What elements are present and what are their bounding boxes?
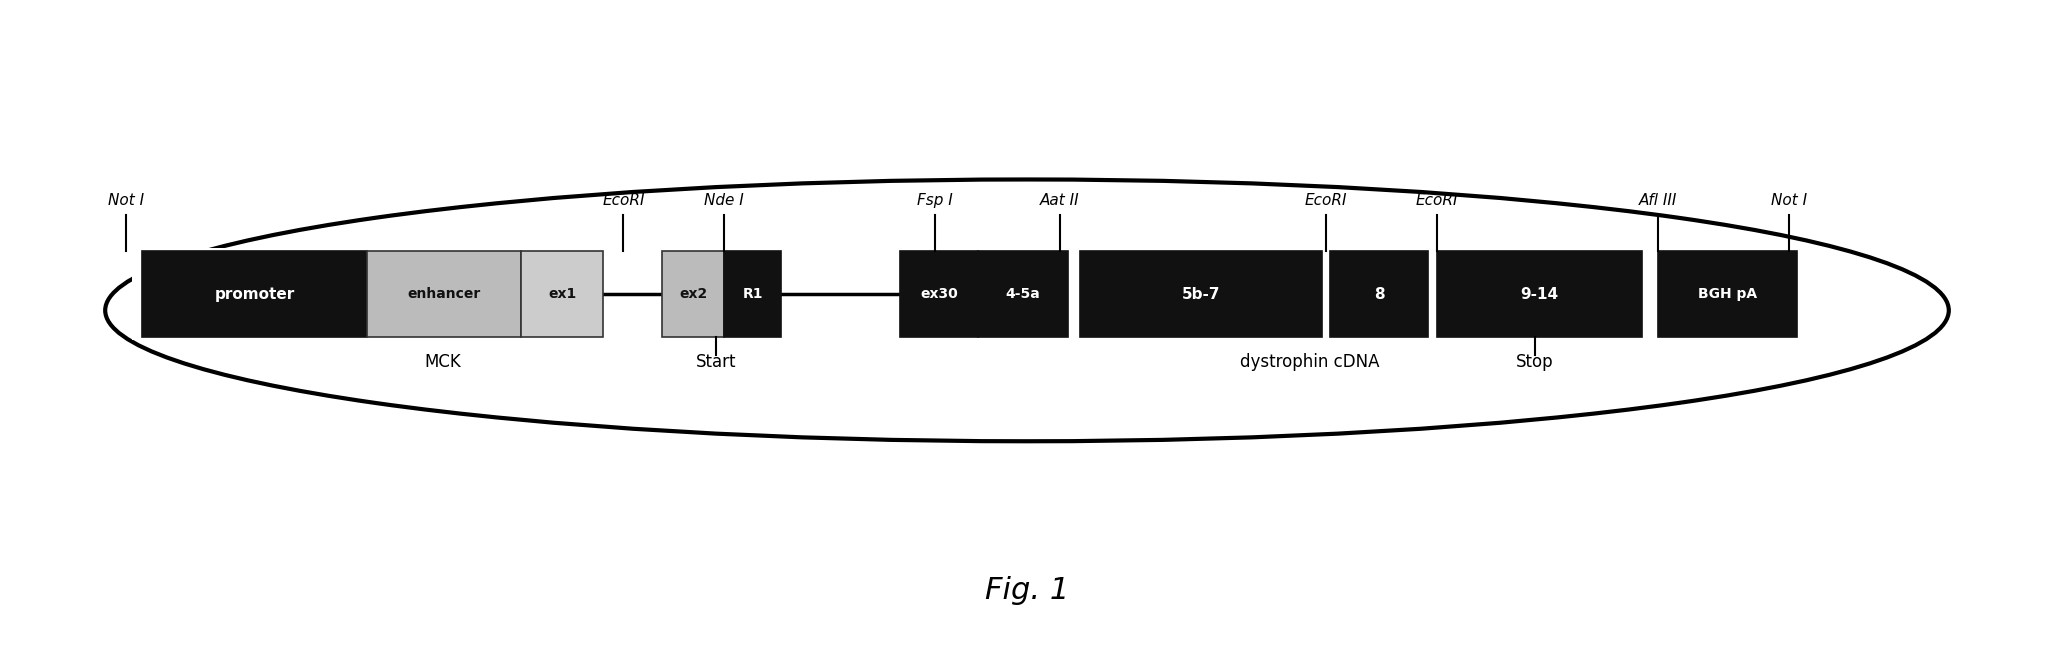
Bar <box>142 251 368 337</box>
Text: R1: R1 <box>741 287 762 301</box>
Bar <box>1331 251 1428 337</box>
Text: Nde I: Nde I <box>705 193 744 208</box>
Text: Stop: Stop <box>1516 353 1553 371</box>
Text: 5b-7: 5b-7 <box>1181 286 1220 302</box>
Bar <box>1436 251 1641 337</box>
Bar <box>978 251 1068 337</box>
Text: Afl III: Afl III <box>1639 193 1678 208</box>
Text: EcoRI: EcoRI <box>1415 193 1458 208</box>
Text: 4-5a: 4-5a <box>1006 287 1039 301</box>
Bar <box>368 251 522 337</box>
Text: Not I: Not I <box>107 193 144 208</box>
Text: Fig. 1: Fig. 1 <box>984 576 1070 605</box>
Text: Start: Start <box>696 353 735 371</box>
Text: BGH pA: BGH pA <box>1699 287 1756 301</box>
Bar <box>131 248 1808 340</box>
Text: ex30: ex30 <box>920 287 957 301</box>
Bar <box>661 251 723 337</box>
Text: Aat II: Aat II <box>1039 193 1080 208</box>
Bar <box>602 248 663 340</box>
Text: ex1: ex1 <box>548 287 575 301</box>
Text: Not I: Not I <box>1771 193 1808 208</box>
Text: ex2: ex2 <box>680 287 707 301</box>
Bar <box>1080 251 1323 337</box>
Bar <box>900 251 978 337</box>
Bar <box>1658 251 1797 337</box>
Text: 8: 8 <box>1374 286 1384 302</box>
Text: 9-14: 9-14 <box>1520 286 1559 302</box>
Text: enhancer: enhancer <box>407 287 481 301</box>
Text: Fsp I: Fsp I <box>916 193 953 208</box>
Text: MCK: MCK <box>425 353 462 371</box>
Text: EcoRI: EcoRI <box>602 193 645 208</box>
Text: promoter: promoter <box>214 286 296 302</box>
Text: EcoRI: EcoRI <box>1304 193 1347 208</box>
Bar <box>778 248 902 340</box>
Bar <box>522 251 604 337</box>
Text: dystrophin cDNA: dystrophin cDNA <box>1241 353 1380 371</box>
Bar <box>723 251 781 337</box>
